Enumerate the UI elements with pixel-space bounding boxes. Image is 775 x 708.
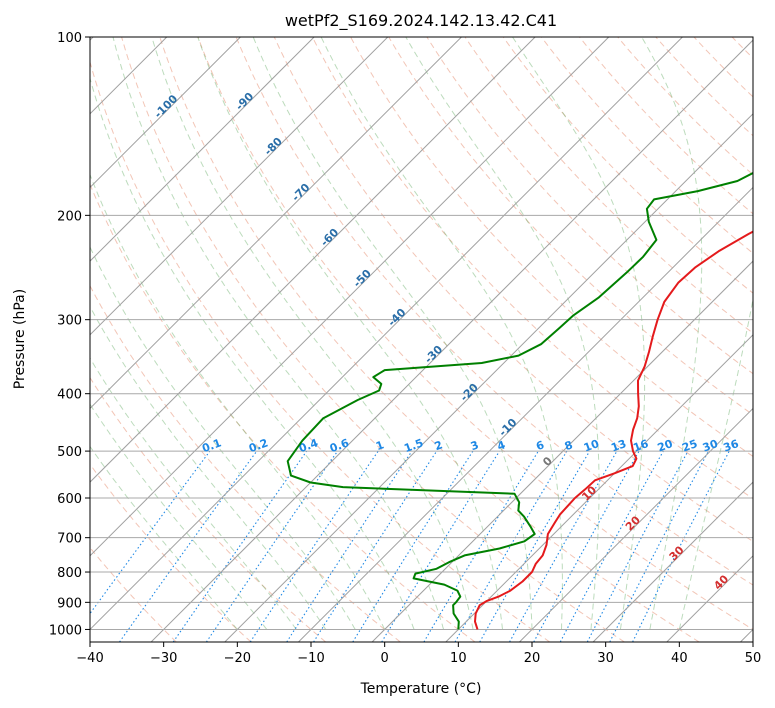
moist-adiabat: [90, 245, 356, 630]
moist-adiabat: [641, 37, 703, 630]
temperature-profile: [474, 230, 753, 630]
isotherm-line: [90, 37, 462, 410]
isotherm-line: [150, 39, 753, 642]
mixing-ratio-label: 4: [495, 438, 507, 453]
dry-adiabat: [159, 37, 700, 642]
x-tick-label: 10: [450, 651, 467, 666]
y-tick-label: 1000: [49, 623, 82, 638]
isotherm-line: [371, 260, 753, 642]
x-tick-label: 20: [524, 651, 541, 666]
isotherm-line: [298, 186, 753, 642]
moist-adiabat: [90, 173, 386, 630]
moist-adiabat: [112, 37, 445, 630]
isotherm-line: [90, 37, 315, 262]
plot-frame: [89, 36, 754, 643]
dry-adiabat: [121, 37, 625, 642]
x-tick-label: 40: [671, 651, 688, 666]
isotherm-line: [90, 37, 683, 631]
isotherm-line: [90, 37, 610, 557]
mixing-ratio-line: [286, 450, 413, 642]
y-tick-label: 300: [57, 314, 82, 329]
dry-adiabat: [502, 37, 753, 294]
isotherm-line: [90, 37, 389, 336]
moist-adiabat: [512, 37, 646, 630]
x-tick-label: 0: [381, 651, 389, 666]
x-tick-label: −10: [297, 651, 324, 666]
y-tick-label: 200: [57, 209, 82, 224]
dry-adiabat: [197, 37, 753, 630]
mixing-ratio-line: [205, 450, 338, 642]
moist-adiabat: [90, 76, 415, 630]
mixing-ratio-label: 8: [563, 438, 575, 453]
mixing-ratio-line: [509, 450, 618, 642]
mixing-ratio-label: 2: [433, 438, 445, 453]
axes: −40 −30 −20 −10 0 10 20 30 40 50 1000 900 800 700 600 5…: [49, 31, 761, 666]
y-tick-label: 600: [57, 492, 82, 507]
x-tick-label: −30: [150, 651, 177, 666]
y-tick-label: 500: [57, 445, 82, 460]
x-tick-label: −40: [76, 651, 103, 666]
mixing-ratio-label: 10: [582, 437, 601, 455]
mixing-ratio-label: 1: [374, 438, 386, 453]
mixing-ratio-label: 3: [469, 438, 481, 453]
x-axis-title: Temperature (°C): [360, 681, 482, 697]
x-tick-label: 50: [745, 651, 762, 666]
mixing-ratio-line: [559, 450, 664, 642]
mixing-ratio-label: 20: [656, 437, 675, 455]
mixing-ratio-line: [381, 450, 500, 642]
moist-adiabat: [90, 357, 297, 630]
dry-adiabat: [235, 37, 753, 586]
x-tick-label: −20: [224, 651, 251, 666]
moist-adiabat: [405, 37, 600, 630]
y-tick-label: 700: [57, 532, 82, 547]
chart-title: wetPf2_S169.2024.142.13.42.C41: [285, 11, 557, 31]
isotherm-line: [592, 481, 753, 642]
isotherm-line: [224, 113, 753, 642]
mixing-ratio-label: 13: [609, 437, 628, 454]
y-tick-label: 100: [57, 31, 82, 46]
mixing-ratio-label: 0.6: [328, 436, 351, 455]
mixing-ratio-label: 1.5: [402, 436, 425, 455]
dry-adiabat: [90, 376, 327, 642]
x-tick-label: 30: [597, 651, 614, 666]
moist-adiabat: [197, 37, 503, 630]
mixing-ratio-label: 0.2: [247, 436, 270, 455]
moist-adiabat: [90, 305, 327, 630]
moist-adiabat: [151, 37, 474, 630]
mixing-ratio-label: 6: [534, 438, 546, 453]
moist-adiabat: [678, 296, 753, 630]
profile-series: [286, 171, 753, 630]
moist-adiabat: [90, 403, 268, 630]
mixing-ratio-label: 30: [701, 437, 720, 455]
mixing-ratio-label: 36: [722, 437, 741, 455]
mixing-ratio-line: [90, 450, 211, 615]
plot-area: [90, 37, 753, 642]
mixing-ratio-line: [119, 450, 258, 642]
mixing-ratio-line: [172, 450, 308, 642]
moist-adiabat: [320, 37, 563, 630]
dewpoint-profile: [286, 171, 753, 630]
dry-adiabat: [273, 37, 753, 543]
mixing-ratio-line: [533, 450, 640, 642]
mixing-ratio-line: [632, 450, 730, 642]
mixing-ratio-line: [249, 450, 379, 642]
y-tick-label: 400: [57, 388, 82, 403]
dry-adiabat: [90, 463, 252, 642]
dry-adiabat: [311, 37, 753, 500]
isotherm-line: [90, 37, 241, 189]
mixing-ratio-line: [313, 450, 438, 642]
isotherm-line: [90, 37, 536, 483]
y-tick-label: 800: [57, 566, 82, 581]
isotherm-line: [519, 407, 753, 642]
y-axis-title: Pressure (hPa): [12, 289, 28, 389]
moist-adiabat: [90, 445, 238, 630]
mixing-ratio-label: 0.1: [200, 436, 223, 455]
mixing-ratio-label: 25: [680, 437, 699, 454]
mixing-ratio-label: 16: [631, 437, 650, 455]
moist-adiabat: [252, 37, 533, 630]
y-tick-label: 900: [57, 596, 82, 611]
